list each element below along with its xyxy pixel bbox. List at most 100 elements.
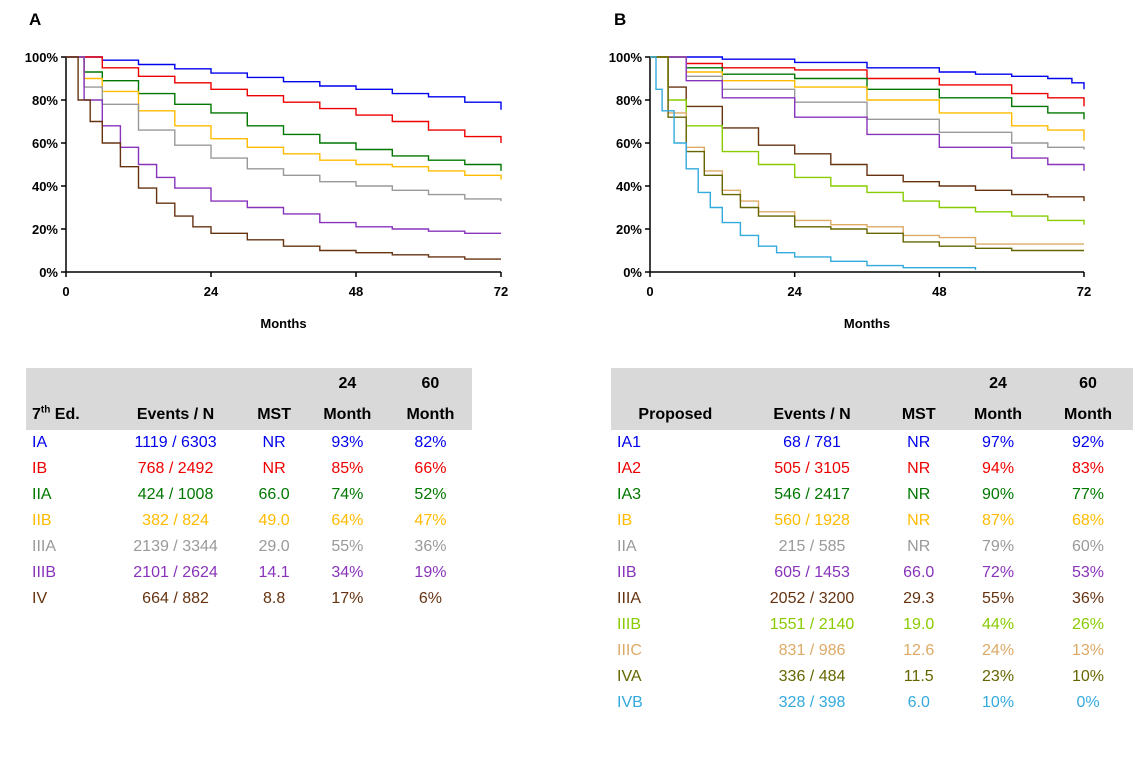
survival-curve-3 [66, 56, 502, 171]
cell-m24: 93% [331, 434, 364, 451]
cell-mst: 8.8 [262, 590, 286, 607]
cell-m24: 34% [331, 564, 364, 581]
cell-m60: 83% [1071, 460, 1105, 477]
cell-stage: IIB [32, 512, 52, 529]
cell-m60: 60% [1071, 538, 1105, 555]
cell-m24: 87% [982, 512, 1015, 529]
survival-curve-11 [650, 56, 977, 270]
survival-curve-4 [66, 56, 502, 180]
y-tick-label: 20% [616, 222, 642, 237]
cell-m24: 97% [982, 434, 1015, 451]
cell-m24: 10% [982, 694, 1015, 711]
cell-mst: 66.0 [903, 564, 935, 581]
cell-stage: IA3 [617, 486, 642, 503]
x-tick-label: 72 [494, 284, 508, 299]
edition-label: Ed. [50, 406, 80, 423]
cell-events: 1119 / 6303 [134, 434, 217, 451]
cell-m60: 92% [1071, 434, 1105, 451]
cell-events: 2139 / 3344 [133, 538, 218, 555]
cell-mst: 12.6 [903, 642, 935, 659]
survival-curve-1 [650, 56, 1085, 90]
cell-mst: 19.0 [903, 616, 935, 633]
cell-stage: IVA [617, 668, 642, 685]
col-mst-header: MST [884, 399, 954, 430]
cell-mst: 66.0 [258, 486, 290, 503]
cell-events: 605 / 1453 [774, 564, 850, 581]
cell-m24: 17% [331, 590, 364, 607]
cell-events: 382 / 824 [142, 512, 209, 529]
cell-m60: 52% [414, 486, 447, 503]
panel-label-a: A [29, 10, 42, 29]
col-24-header: Month [305, 399, 389, 430]
table-7th-edition: 24 60 7th Ed. Events / N MST Month Month… [26, 368, 472, 612]
y-tick-label: 0% [39, 265, 58, 280]
y-tick-label: 80% [616, 93, 642, 108]
cell-mst: 11.5 [903, 668, 934, 685]
table-row: IIIA 2052 / 3200 29.3 55% 36% [611, 586, 1133, 612]
y-tick-label: 60% [32, 136, 58, 151]
y-tick-label: 40% [32, 179, 58, 194]
table-row: IA3 546 / 2417 NR 90% 77% [611, 482, 1133, 508]
table-row: IB 768 / 2492 NR 85% 66% [26, 456, 472, 482]
col-proposed-top [611, 368, 740, 399]
edition-suffix: th [40, 404, 51, 416]
col-60-header: Month [388, 399, 472, 430]
survival-curve-8 [650, 56, 1085, 225]
cell-stage: IB [32, 460, 48, 477]
col-mst-top [884, 368, 954, 399]
cell-stage: IIIB [617, 616, 642, 633]
cell-m24: 74% [331, 486, 364, 503]
cell-events: 336 / 484 [778, 668, 846, 685]
cell-m60: 66% [414, 460, 447, 477]
cell-stage: IIA [32, 486, 52, 503]
survival-curve-7 [66, 56, 501, 260]
x-tick-label: 0 [62, 284, 69, 299]
x-tick-label: 24 [787, 284, 802, 299]
col-mst-top [242, 368, 306, 399]
table-row: IIA 215 / 585 NR 79% 60% [611, 534, 1133, 560]
cell-stage: IIIA [617, 590, 642, 607]
cell-events: 546 / 2417 [774, 486, 850, 503]
table-row: IA2 505 / 3105 NR 94% 83% [611, 456, 1133, 482]
cell-stage: IV [32, 590, 48, 607]
cell-events: 664 / 882 [142, 590, 209, 607]
cell-events: 2052 / 3200 [769, 590, 855, 607]
cell-events: 768 / 2492 [137, 460, 214, 477]
table-row: IB 560 / 1928 NR 87% 68% [611, 508, 1133, 534]
cell-events: 505 / 3105 [774, 460, 850, 477]
cell-mst: NR [907, 538, 931, 555]
y-tick-label: 100% [25, 50, 59, 65]
cell-m60: 36% [414, 538, 447, 555]
cell-m24: 85% [331, 460, 364, 477]
cell-m60: 10% [1071, 668, 1105, 685]
y-tick-label: 0% [623, 265, 642, 280]
table-row: IVB 328 / 398 6.0 10% 0% [611, 690, 1133, 716]
cell-mst: 29.3 [903, 590, 935, 607]
cell-events: 831 / 986 [778, 642, 846, 659]
cell-events: 68 / 781 [783, 434, 841, 451]
cell-m60: 6% [418, 590, 442, 607]
edition-number: 7 [32, 406, 41, 423]
col-24-header: Month [953, 399, 1044, 430]
table-row: IIIB 1551 / 2140 19.0 44% 26% [611, 612, 1133, 638]
cell-events: 215 / 585 [778, 538, 846, 555]
cell-mst: 29.0 [258, 538, 290, 555]
survival-curve-1 [66, 56, 502, 110]
cell-stage: IB [617, 512, 633, 529]
cell-mst: NR [262, 434, 286, 451]
cell-m60: 77% [1071, 486, 1105, 503]
cell-stage: IIIB [32, 564, 57, 581]
cell-stage: IA1 [617, 434, 642, 451]
survival-curve-4 [650, 56, 1085, 141]
col-edition-header: 7th Ed. [26, 399, 109, 430]
cell-stage: IIIA [32, 538, 57, 555]
cell-m60: 36% [1071, 590, 1105, 607]
y-tick-label: 20% [32, 222, 58, 237]
survival-curve-6 [66, 56, 501, 234]
cell-m24: 90% [982, 486, 1015, 503]
cell-m60: 13% [1071, 642, 1105, 659]
y-tick-label: 60% [616, 136, 642, 151]
y-tick-label: 80% [32, 93, 58, 108]
cell-mst: NR [262, 460, 286, 477]
